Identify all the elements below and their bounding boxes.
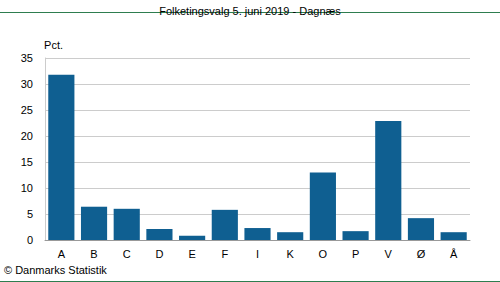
svg-text:V: V: [385, 248, 393, 260]
svg-text:20: 20: [21, 130, 33, 142]
svg-text:F: F: [221, 248, 228, 260]
svg-text:D: D: [155, 248, 163, 260]
svg-text:25: 25: [21, 104, 33, 116]
svg-text:I: I: [256, 248, 259, 260]
svg-text:Folketingsvalg 5. juni 2019 -: Folketingsvalg 5. juni 2019 - Dagnæs: [159, 5, 341, 17]
svg-text:© Danmarks Statistik: © Danmarks Statistik: [4, 264, 107, 276]
svg-text:E: E: [188, 248, 195, 260]
svg-text:K: K: [287, 248, 295, 260]
svg-text:O: O: [319, 248, 328, 260]
svg-text:Pct.: Pct.: [44, 39, 63, 51]
svg-text:10: 10: [21, 182, 33, 194]
svg-text:30: 30: [21, 78, 33, 90]
svg-text:Å: Å: [450, 248, 458, 260]
svg-text:15: 15: [21, 156, 33, 168]
svg-text:0: 0: [27, 234, 33, 246]
svg-text:B: B: [90, 248, 97, 260]
svg-text:P: P: [352, 248, 359, 260]
svg-text:A: A: [58, 248, 66, 260]
svg-text:C: C: [123, 248, 131, 260]
svg-text:5: 5: [27, 208, 33, 220]
svg-text:35: 35: [21, 52, 33, 64]
svg-text:Ø: Ø: [417, 248, 426, 260]
